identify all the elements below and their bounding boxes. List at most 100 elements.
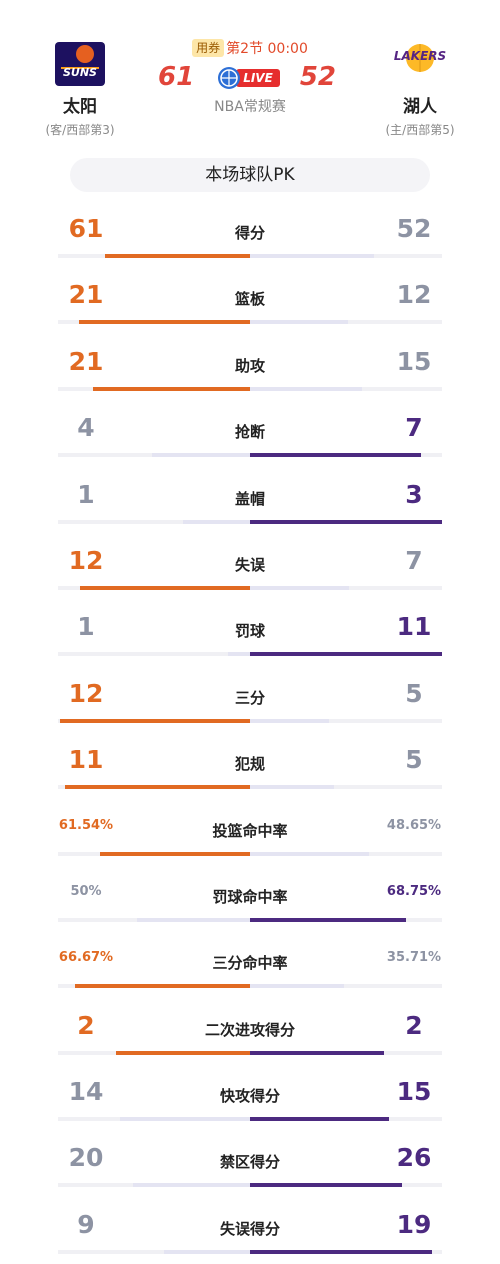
stat-row: 20 禁区得分 26 — [0, 1131, 500, 1197]
away-stat-bar — [250, 984, 344, 989]
home-stat-value: 50% — [70, 883, 102, 899]
home-stat-value: 20 — [68, 1143, 104, 1173]
home-stat-value: 14 — [68, 1077, 104, 1107]
away-stat-bar — [250, 453, 421, 458]
home-score: 61 — [158, 62, 195, 92]
stat-label: 抢断 — [234, 423, 265, 442]
away-stat-bar — [250, 1117, 389, 1122]
away-stat-value: 15 — [396, 1077, 432, 1107]
away-team-rank: (主/西部第5) — [385, 123, 455, 137]
stat-row: 4 抢断 7 — [0, 401, 500, 467]
home-stat-bar — [116, 1050, 250, 1055]
away-stat-bar — [250, 718, 329, 723]
stat-row: 9 失误得分 19 — [0, 1198, 500, 1264]
home-stat-bar — [183, 519, 250, 524]
stat-row: 66.67% 三分命中率 35.71% — [0, 932, 500, 998]
away-stat-value: 52 — [396, 214, 432, 243]
away-team[interactable]: LAKERS 湖人 (主/西部第5) — [360, 36, 480, 138]
period-line: 用券 第2节 00:00 — [150, 38, 350, 60]
home-stat-bar — [105, 254, 250, 258]
stat-label: 犯规 — [234, 755, 265, 774]
stat-row: 2 二次进攻得分 2 — [0, 999, 500, 1065]
score-center: 用券 第2节 00:00 61 LIVE 52 NBA常规赛 — [150, 38, 350, 116]
home-stat-value: 1 — [77, 612, 95, 642]
home-stat-bar — [164, 1249, 250, 1254]
stat-label: 得分 — [234, 224, 265, 242]
stat-label: 失误得分 — [219, 1219, 280, 1238]
away-stat-bar — [250, 254, 374, 258]
stat-label: 罚球 — [234, 622, 265, 641]
home-stat-value: 2 — [77, 1010, 95, 1040]
away-stat-bar — [250, 1183, 402, 1188]
home-stat-bar — [120, 1117, 250, 1122]
away-stat-value: 19 — [396, 1209, 432, 1239]
home-stat-value: 61 — [68, 214, 104, 243]
stat-label: 篮板 — [234, 290, 265, 309]
coupon-badge[interactable]: 用券 — [192, 39, 225, 57]
lakers-logo-icon: LAKERS — [393, 36, 447, 90]
away-stat-value: 68.75% — [386, 883, 442, 899]
live-badge[interactable]: LIVE — [218, 67, 282, 89]
home-team-name: 太阳 — [63, 97, 97, 117]
away-stat-value: 26 — [396, 1143, 432, 1173]
away-score: 52 — [299, 62, 336, 92]
away-stat-value: 11 — [396, 612, 432, 642]
away-stat-bar — [250, 386, 362, 391]
stat-label: 快攻得分 — [219, 1087, 280, 1106]
home-stat-bar — [152, 453, 250, 458]
home-stat-value: 12 — [68, 545, 104, 575]
away-stat-bar — [250, 320, 348, 325]
away-stat-value: 7 — [405, 413, 423, 443]
home-stat-bar — [93, 386, 250, 391]
stat-label: 罚球命中率 — [212, 887, 288, 906]
home-team[interactable]: SUNS 太阳 (客/西部第3) — [20, 36, 140, 138]
team-pk-title: 本场球队PK — [70, 158, 430, 192]
stat-row: 21 助攻 15 — [0, 335, 500, 401]
away-stat-value: 7 — [405, 545, 423, 575]
home-team-rank: (客/西部第3) — [45, 123, 115, 137]
home-stat-bar — [100, 851, 250, 856]
stat-row: 14 快攻得分 15 — [0, 1065, 500, 1131]
away-stat-value: 2 — [405, 1010, 423, 1040]
home-stat-bar — [80, 585, 250, 590]
away-stat-value: 15 — [396, 346, 432, 376]
stat-row: 11 犯规 5 — [0, 733, 500, 799]
away-stat-bar — [250, 1249, 432, 1254]
suns-logo-icon: SUNS — [53, 36, 107, 90]
stat-label: 二次进攻得分 — [204, 1020, 295, 1039]
away-stat-bar — [250, 652, 442, 657]
game-header: SUNS 太阳 (客/西部第3) 用券 第2节 00:00 61 LIVE 52 … — [0, 0, 500, 150]
home-stat-value: 61.54% — [58, 817, 114, 833]
home-stat-value: 12 — [68, 678, 104, 708]
stat-row: 50% 罚球命中率 68.75% — [0, 866, 500, 932]
home-stat-value: 9 — [77, 1209, 95, 1239]
stat-label: 投篮命中率 — [212, 821, 288, 840]
home-stat-bar — [60, 718, 250, 723]
stat-row: 1 罚球 11 — [0, 600, 500, 666]
home-stat-value: 1 — [77, 479, 95, 509]
home-stat-bar — [65, 785, 250, 790]
away-stat-bar — [250, 519, 442, 524]
stat-row: 12 三分 5 — [0, 667, 500, 733]
period-clock: 第2节 00:00 — [226, 41, 308, 57]
away-stat-bar — [250, 1050, 384, 1055]
stat-label: 助攻 — [234, 356, 265, 375]
stats-list: 61 得分 52 21 篮板 12 21 助攻 15 4 抢断 7 1 盖帽 3 12 失误 7 1 罚球 11 12 三分… — [0, 202, 500, 1264]
away-stat-value: 12 — [396, 280, 432, 310]
home-stat-value: 21 — [68, 280, 104, 310]
away-stat-value: 5 — [405, 745, 423, 775]
stat-row: 61.54% 投篮命中率 48.65% — [0, 800, 500, 866]
away-stat-value: 48.65% — [386, 817, 442, 833]
stat-row: 21 篮板 12 — [0, 268, 500, 334]
away-stat-value: 5 — [405, 678, 423, 708]
basketball-icon — [218, 67, 240, 89]
stat-row: 1 盖帽 3 — [0, 468, 500, 534]
home-stat-bar — [133, 1183, 250, 1188]
away-stat-bar — [250, 917, 406, 922]
home-stat-bar — [137, 917, 250, 922]
home-stat-bar — [228, 652, 250, 657]
stat-row: 12 失误 7 — [0, 534, 500, 600]
stat-label: 失误 — [234, 555, 265, 574]
home-stat-value: 4 — [77, 413, 95, 443]
away-stat-bar — [250, 585, 349, 590]
